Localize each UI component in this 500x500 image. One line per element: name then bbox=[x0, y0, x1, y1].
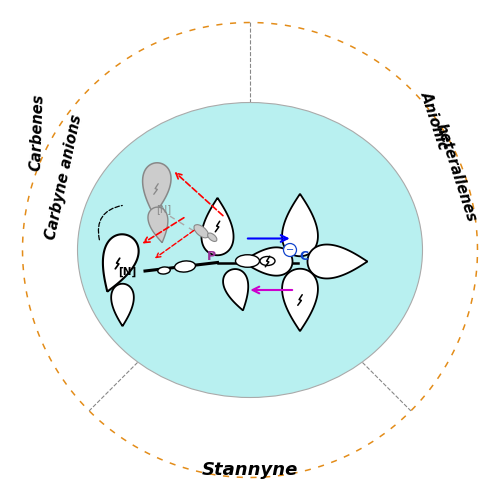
Text: heterallenes: heterallenes bbox=[433, 121, 479, 224]
Polygon shape bbox=[242, 248, 292, 276]
Polygon shape bbox=[111, 284, 134, 326]
Ellipse shape bbox=[158, 267, 170, 274]
Ellipse shape bbox=[236, 255, 260, 267]
Polygon shape bbox=[148, 207, 168, 242]
Polygon shape bbox=[308, 244, 368, 278]
FancyArrowPatch shape bbox=[98, 206, 122, 240]
Text: Anionic: Anionic bbox=[418, 89, 452, 151]
Ellipse shape bbox=[208, 233, 217, 241]
Polygon shape bbox=[282, 269, 318, 332]
Text: Stannyne: Stannyne bbox=[202, 461, 298, 479]
Text: [N]: [N] bbox=[118, 266, 136, 276]
Ellipse shape bbox=[78, 102, 422, 398]
Text: Carbenes: Carbenes bbox=[28, 94, 46, 172]
Text: C: C bbox=[299, 250, 308, 263]
Text: [N]: [N] bbox=[156, 204, 172, 214]
Polygon shape bbox=[282, 194, 318, 256]
Ellipse shape bbox=[260, 256, 275, 266]
Polygon shape bbox=[103, 234, 138, 292]
Ellipse shape bbox=[174, 261, 196, 272]
Text: P: P bbox=[207, 250, 216, 263]
Circle shape bbox=[284, 244, 296, 256]
Text: −: − bbox=[286, 244, 294, 254]
Text: Carbyne anions: Carbyne anions bbox=[44, 114, 84, 242]
Ellipse shape bbox=[194, 224, 208, 238]
Polygon shape bbox=[202, 198, 234, 255]
Polygon shape bbox=[142, 163, 171, 215]
Polygon shape bbox=[223, 269, 248, 310]
